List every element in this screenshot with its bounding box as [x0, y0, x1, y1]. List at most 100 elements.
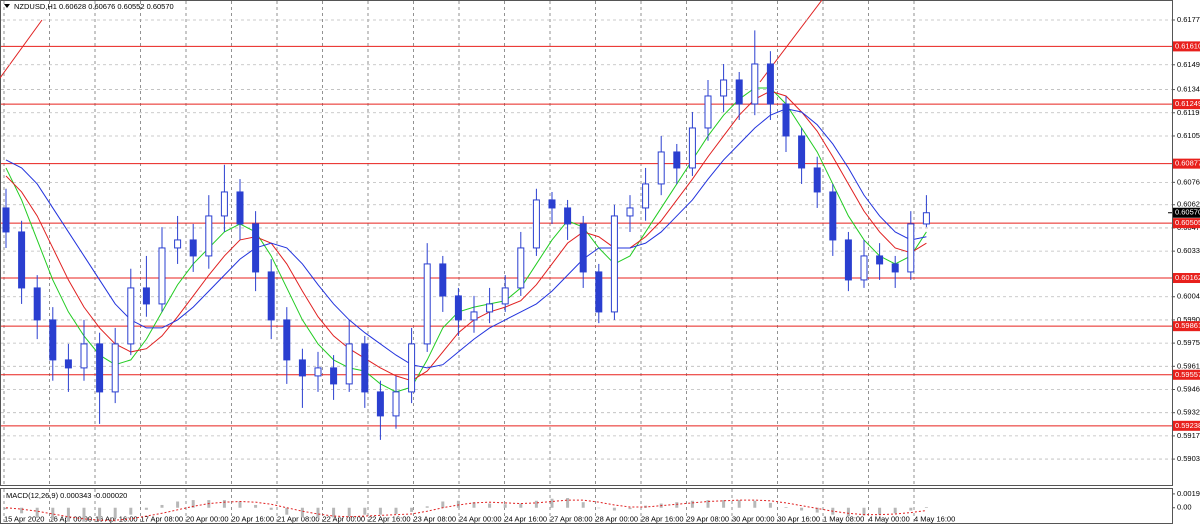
macd-bar [363, 507, 367, 515]
candle-body [330, 367, 338, 385]
macd-bar [51, 507, 55, 521]
x-tick-label: 15 Apr 2020 [4, 514, 44, 523]
macd-bar [300, 507, 304, 518]
candle-body [673, 151, 681, 169]
chart-title: NZDUSD,H1 0.60628 0.60676 0.60552 0.6057… [14, 2, 174, 11]
macd-bar [222, 500, 226, 508]
menu-icon[interactable] [4, 4, 10, 8]
level-label: 0.61610 [1175, 41, 1200, 50]
candle-body [813, 167, 821, 193]
macd-bar [566, 498, 570, 508]
y-tick-label: 0.59465 [1177, 384, 1200, 393]
x-tick-label: 17 Apr 08:00 [141, 514, 184, 523]
candle-body [454, 295, 462, 321]
candle-body [408, 343, 416, 393]
candle-body [2, 207, 10, 233]
macd-bar [456, 500, 460, 508]
candle-body [470, 311, 478, 321]
candle-body [205, 215, 213, 257]
level-label-bg [1173, 420, 1200, 431]
level-label: 0.59557 [1175, 370, 1200, 379]
candle-body [174, 239, 182, 249]
x-tick-label: 23 Apr 08:00 [414, 514, 457, 523]
moving-average [5, 108, 927, 369]
macd-bar [550, 498, 554, 508]
macd-bar [98, 507, 102, 521]
x-tick-label: 1 May 08:00 [823, 514, 864, 523]
macd-bar [176, 501, 180, 508]
candle-body [564, 207, 572, 225]
current-price-bg [1173, 207, 1200, 218]
x-tick-label: 22 Apr 00:00 [323, 514, 366, 523]
macd-label: MACD(12,26,9) 0.000343 -0.000020 [6, 491, 127, 500]
macd-bar [924, 507, 928, 508]
candle-body [642, 183, 650, 209]
candle-body [392, 391, 400, 417]
candle-body [704, 95, 712, 129]
macd-bar [441, 501, 445, 508]
macd-bar [113, 507, 117, 519]
macd-bar [519, 503, 523, 508]
candle-body [860, 255, 868, 281]
x-tick-label: 30 Apr 16:00 [778, 514, 821, 523]
macd-signal [5, 499, 927, 521]
macd-bar [784, 507, 788, 508]
macd-bar [160, 504, 164, 508]
candle-body [532, 199, 540, 249]
candle-body [486, 303, 494, 313]
level-label: 0.59238 [1175, 421, 1200, 430]
level-label: 0.59861 [1175, 321, 1200, 330]
x-tick-label: 27 Apr 08:00 [550, 514, 593, 523]
macd-bar [893, 507, 897, 514]
candle-body [626, 207, 634, 217]
candle-body [766, 63, 774, 105]
macd-bar [503, 504, 507, 508]
level-label: 0.61249 [1175, 99, 1200, 108]
macd-bar [815, 507, 819, 513]
y-tick-label: 0.60045 [1177, 292, 1200, 301]
macd-bar [20, 507, 24, 514]
macd-bar [737, 500, 741, 508]
candle-body [298, 359, 306, 377]
candle-body [49, 319, 57, 361]
candle-body [844, 239, 852, 281]
candle-body [142, 287, 150, 305]
candle-body [111, 343, 119, 393]
level-label: 0.60877 [1175, 159, 1200, 168]
candle-body [798, 135, 806, 169]
macd-bar [488, 503, 492, 508]
level-label-bg [1173, 218, 1200, 229]
candle-body [283, 319, 291, 361]
candle-body [517, 247, 525, 289]
candle-body [579, 223, 587, 273]
x-tick-label: 20 Apr 16:00 [232, 514, 275, 523]
level-label-bg [1173, 41, 1200, 52]
x-tick-label: 30 Apr 00:00 [732, 514, 775, 523]
candle-body [220, 191, 228, 217]
macd-bar [4, 507, 8, 510]
candle-body [610, 215, 618, 313]
x-tick-label: 24 Apr 00:00 [459, 514, 502, 523]
x-tick-label: 4 May 00:00 [869, 514, 910, 523]
macd-bar [66, 507, 70, 522]
candle-body [189, 239, 197, 257]
macd-bar [425, 506, 429, 508]
candle-body [18, 231, 26, 289]
x-tick-label: 24 Apr 16:00 [505, 514, 548, 523]
macd-y-tick-label: 0.00 [1177, 503, 1192, 512]
macd-bar [597, 507, 601, 509]
x-tick-label: 21 Apr 08:00 [277, 514, 320, 523]
candle-body [829, 191, 837, 241]
candle-body [127, 287, 135, 345]
candle-body [595, 271, 603, 313]
macd-bar [35, 507, 39, 518]
x-tick-label: 28 Apr 16:00 [641, 514, 684, 523]
macd-bar [191, 500, 195, 508]
